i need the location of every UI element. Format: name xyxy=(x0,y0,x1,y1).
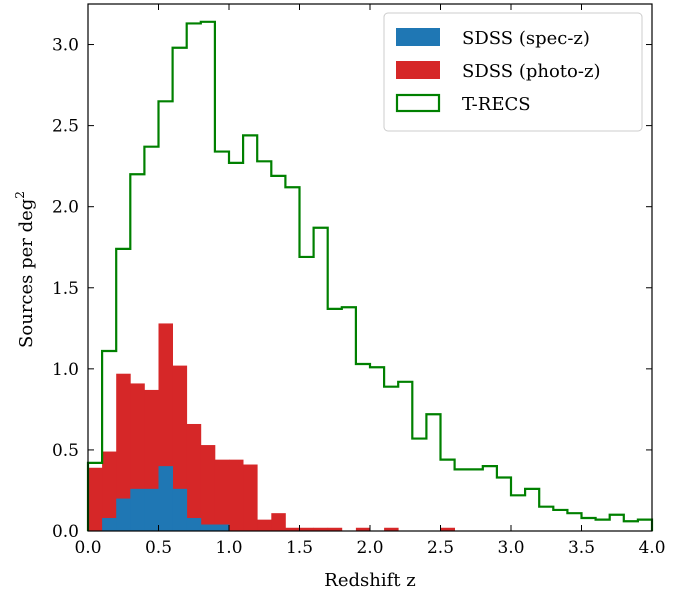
bar-sdss-photo-z xyxy=(384,527,399,531)
y-axis-label: Sources per deg2 xyxy=(13,191,37,348)
x-tick-label: 3.5 xyxy=(568,538,595,558)
bar-sdss-photo-z xyxy=(214,459,230,531)
bar-sdss-photo-z xyxy=(102,451,117,531)
bar-sdss-spec-z xyxy=(130,488,145,531)
legend-box xyxy=(383,12,643,132)
legend-swatch-t-recs xyxy=(395,93,441,113)
legend-swatch-sdss-photo-z xyxy=(396,61,440,79)
bar-sdss-photo-z xyxy=(271,513,286,531)
x-tick-label: 2.0 xyxy=(356,538,383,558)
bar-sdss-spec-z xyxy=(172,488,188,531)
bar-sdss-photo-z xyxy=(355,527,371,531)
y-tick-label: 1.0 xyxy=(52,360,79,380)
x-tick-label: 0.0 xyxy=(74,538,101,558)
legend-label-sdss-photo-z: SDSS (photo-z) xyxy=(462,61,600,82)
bar-sdss-spec-z xyxy=(158,466,173,531)
x-tick-label: 3.0 xyxy=(497,538,524,558)
x-tick-label: 1.0 xyxy=(215,538,242,558)
y-tick-label: 3.0 xyxy=(52,36,79,56)
y-axis-label-superscript: 2 xyxy=(13,191,27,199)
bar-sdss-photo-z xyxy=(440,527,455,531)
y-tick-label: 0.5 xyxy=(52,441,79,461)
bar-sdss-photo-z xyxy=(243,464,258,531)
y-tick-label: 2.5 xyxy=(52,117,79,137)
bar-sdss-photo-z xyxy=(257,519,272,531)
bar-sdss-photo-z xyxy=(313,527,329,531)
y-tick-label: 0.0 xyxy=(52,522,79,542)
x-tick-label: 1.5 xyxy=(286,538,313,558)
bar-sdss-photo-z xyxy=(88,467,103,531)
step-line-t-recs xyxy=(86,20,654,531)
y-tick-label: 1.5 xyxy=(52,279,79,299)
legend-swatch-sdss-spec-z xyxy=(396,28,440,46)
bar-sdss-spec-z xyxy=(144,488,159,531)
bar-sdss-photo-z xyxy=(116,373,131,531)
legend-label-t-recs: T-RECS xyxy=(462,94,531,115)
x-axis-label: Redshift z xyxy=(324,570,415,591)
y-tick-label: 2.0 xyxy=(52,198,79,218)
bar-sdss-photo-z xyxy=(299,527,314,531)
bar-sdss-photo-z xyxy=(186,423,202,531)
bar-sdss-photo-z xyxy=(229,459,244,531)
x-tick-label: 4.0 xyxy=(638,538,665,558)
legend-label-sdss-spec-z: SDSS (spec-z) xyxy=(462,28,590,49)
x-tick-label: 2.5 xyxy=(427,538,454,558)
bar-sdss-spec-z xyxy=(214,524,230,531)
bar-sdss-photo-z xyxy=(327,527,343,531)
x-tick-label: 0.5 xyxy=(145,538,172,558)
y-axis: 0.0 0.5 1.0 1.5 2.0 2.5 3.0 xyxy=(52,36,652,542)
y-axis-label-text: Sources per deg xyxy=(16,199,37,348)
bars-layer xyxy=(88,323,455,531)
bar-sdss-photo-z xyxy=(200,445,216,531)
bar-sdss-spec-z xyxy=(116,498,131,531)
bar-sdss-spec-z xyxy=(102,518,117,531)
bar-sdss-spec-z xyxy=(186,518,202,531)
legend: SDSS (spec-z) SDSS (photo-z) T-RECS xyxy=(383,12,643,132)
bar-sdss-spec-z xyxy=(200,524,216,531)
bar-sdss-photo-z xyxy=(285,527,300,531)
x-axis: 0.0 0.5 1.0 1.5 2.0 2.5 3.0 3.5 4.0 xyxy=(74,4,666,558)
step-layer xyxy=(86,20,654,531)
